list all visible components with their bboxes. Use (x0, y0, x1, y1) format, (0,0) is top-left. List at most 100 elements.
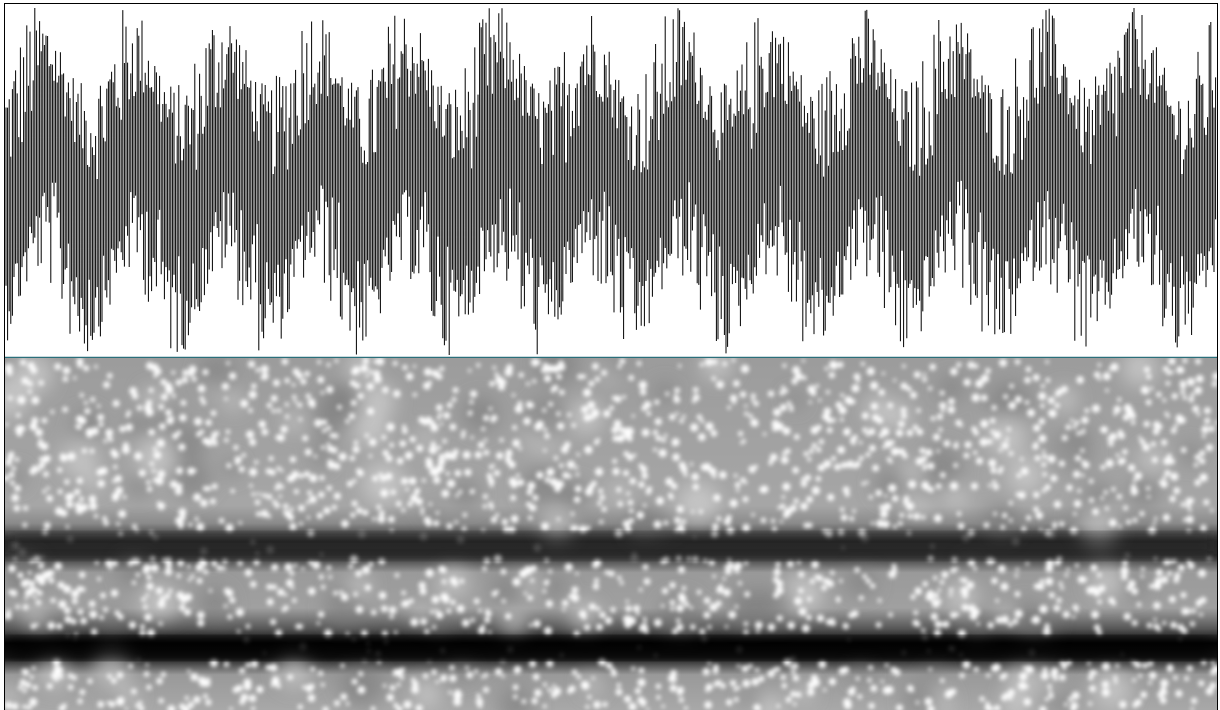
texture-dot (877, 598, 882, 603)
texture-dot (19, 679, 27, 686)
texture-dot (1000, 524, 1006, 530)
texture-dot (321, 445, 326, 450)
texture-dot (1058, 581, 1063, 586)
texture-dot (300, 378, 307, 385)
texture-dot (5, 422, 9, 427)
texture-dot (237, 560, 243, 567)
texture-dot (157, 470, 166, 478)
texture-dot (1081, 576, 1088, 583)
texture-dot (915, 587, 921, 593)
texture-patch (500, 609, 527, 636)
texture-dot (1185, 497, 1193, 505)
texture-dot (1044, 697, 1049, 702)
texture-dot (1065, 424, 1072, 431)
texture-dot (333, 433, 339, 439)
texture-dot (466, 671, 474, 679)
texture-dot (1020, 467, 1029, 475)
texture-dot (1073, 511, 1077, 516)
texture-dot (297, 402, 303, 408)
texture-dot (699, 362, 704, 367)
texture-dot (616, 682, 622, 688)
texture-dot (622, 470, 630, 477)
texture-dot (642, 616, 647, 621)
texture-dot (809, 578, 816, 585)
texture-dot (1027, 408, 1036, 417)
texture-dot (254, 460, 259, 465)
texture-dot (754, 667, 760, 673)
texture-dot (1093, 371, 1101, 378)
texture-dot (229, 707, 233, 710)
texture-dot (513, 694, 518, 700)
texture-dot (1177, 564, 1185, 572)
texture-dot (858, 595, 864, 601)
texture-dot (594, 578, 599, 583)
texture-dot (718, 471, 727, 479)
texture-dot (998, 565, 1006, 573)
texture-dot (135, 703, 140, 708)
texture-dot (190, 673, 199, 682)
texture-dot (488, 630, 492, 634)
texture-dot (422, 673, 429, 679)
texture-dot (1008, 622, 1013, 627)
texture-dot (35, 428, 43, 437)
texture-dot (775, 586, 784, 595)
texture-dot (566, 460, 575, 469)
texture-dot (329, 433, 335, 439)
texture-dot (502, 526, 510, 533)
texture-dot (62, 366, 71, 375)
texture-dot (148, 429, 155, 436)
texture-dot (250, 706, 256, 710)
texture-dot (953, 443, 959, 449)
texture-dot (350, 512, 356, 518)
texture-dot (1068, 696, 1073, 702)
texture-dot (372, 517, 376, 521)
texture-dot (308, 560, 314, 566)
texture-dot (861, 481, 866, 486)
texture-dot (544, 433, 550, 439)
texture-dot (1181, 627, 1188, 634)
texture-dot (210, 410, 217, 417)
texture-dot (281, 358, 289, 365)
texture-dot (940, 678, 945, 683)
texture-dot (402, 428, 408, 434)
texture-dot (160, 671, 166, 678)
texture-dot (190, 574, 195, 579)
texture-dot (474, 451, 483, 459)
texture-dot (440, 566, 447, 574)
texture-dot (1032, 374, 1040, 382)
texture-dot (825, 390, 830, 395)
texture-dot (1186, 559, 1191, 564)
texture-dot (382, 449, 389, 457)
texture-dot (773, 568, 781, 577)
texture-dot (963, 378, 971, 387)
texture-dot (362, 509, 369, 516)
texture-dot (823, 459, 832, 468)
texture-dot (451, 397, 457, 403)
texture-dot (1025, 562, 1030, 566)
texture-dot (235, 608, 244, 617)
texture-dot (862, 427, 868, 433)
texture-dot (1039, 578, 1045, 584)
texture-dot (973, 363, 979, 369)
texture-dot (599, 494, 606, 501)
texture-dot (334, 700, 341, 707)
texture-dot (1033, 424, 1041, 432)
texture-dot (1044, 484, 1051, 491)
texture-dot (78, 496, 85, 502)
texture-dot (156, 677, 163, 685)
texture-dot (798, 607, 807, 616)
texture-dot (680, 466, 688, 474)
texture-dot (1131, 619, 1138, 626)
texture-dot (111, 495, 119, 502)
texture-dot (1101, 688, 1110, 697)
texture-dot (913, 610, 919, 616)
texture-dot (9, 480, 15, 486)
texture-dot (598, 658, 607, 667)
texture-dot (655, 496, 664, 505)
texture-dot (245, 624, 251, 629)
texture-dot (1077, 488, 1082, 493)
texture-dot (1126, 519, 1132, 525)
texture-dot (303, 470, 311, 478)
texture-dot (268, 455, 274, 461)
